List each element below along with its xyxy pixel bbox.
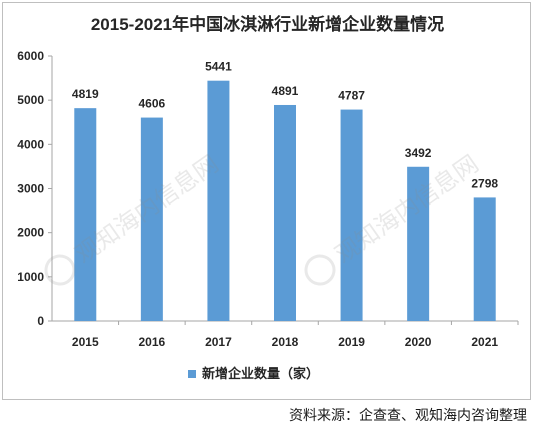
y-tick-label: 1000 bbox=[17, 270, 44, 284]
x-tick-label: 2018 bbox=[272, 335, 299, 349]
x-tick-label: 2019 bbox=[338, 335, 365, 349]
data-label: 4606 bbox=[139, 97, 166, 111]
bar bbox=[74, 108, 97, 322]
x-tick-label: 2021 bbox=[471, 335, 498, 349]
bar bbox=[207, 80, 230, 321]
x-tick-label: 2016 bbox=[139, 335, 166, 349]
x-tick-label: 2015 bbox=[72, 335, 99, 349]
chart-title: 2015-2021年中国冰淇淋行业新增企业数量情况 bbox=[90, 15, 445, 34]
watermark-logo-icon bbox=[304, 254, 336, 286]
y-tick-label: 5000 bbox=[17, 93, 44, 107]
data-label: 4819 bbox=[72, 87, 99, 101]
data-label: 4787 bbox=[338, 89, 365, 103]
data-label: 3492 bbox=[405, 146, 432, 160]
y-tick-label: 6000 bbox=[17, 49, 44, 63]
y-tick-label: 4000 bbox=[17, 137, 44, 151]
legend-label: 新增企业数量（家） bbox=[202, 366, 319, 381]
watermark: 观知海内信息网 bbox=[304, 150, 484, 286]
bar bbox=[140, 117, 163, 322]
data-label: 5441 bbox=[205, 60, 232, 74]
watermark: 观知海内信息网 bbox=[44, 150, 224, 286]
bar bbox=[274, 104, 296, 321]
data-label: 4891 bbox=[272, 84, 299, 98]
bar bbox=[473, 197, 496, 321]
watermark-logo-icon bbox=[44, 254, 76, 286]
source-note: 资料来源：企查查、观知海内咨询整理 bbox=[289, 407, 527, 423]
bar bbox=[340, 109, 363, 322]
y-tick-label: 0 bbox=[37, 314, 44, 328]
y-tick-label: 3000 bbox=[17, 182, 44, 196]
bar bbox=[407, 166, 430, 321]
y-tick-label: 2000 bbox=[17, 226, 44, 240]
x-tick-label: 2020 bbox=[405, 335, 432, 349]
x-tick-label: 2017 bbox=[205, 335, 232, 349]
data-label: 2798 bbox=[471, 176, 498, 190]
legend-swatch bbox=[188, 370, 196, 378]
